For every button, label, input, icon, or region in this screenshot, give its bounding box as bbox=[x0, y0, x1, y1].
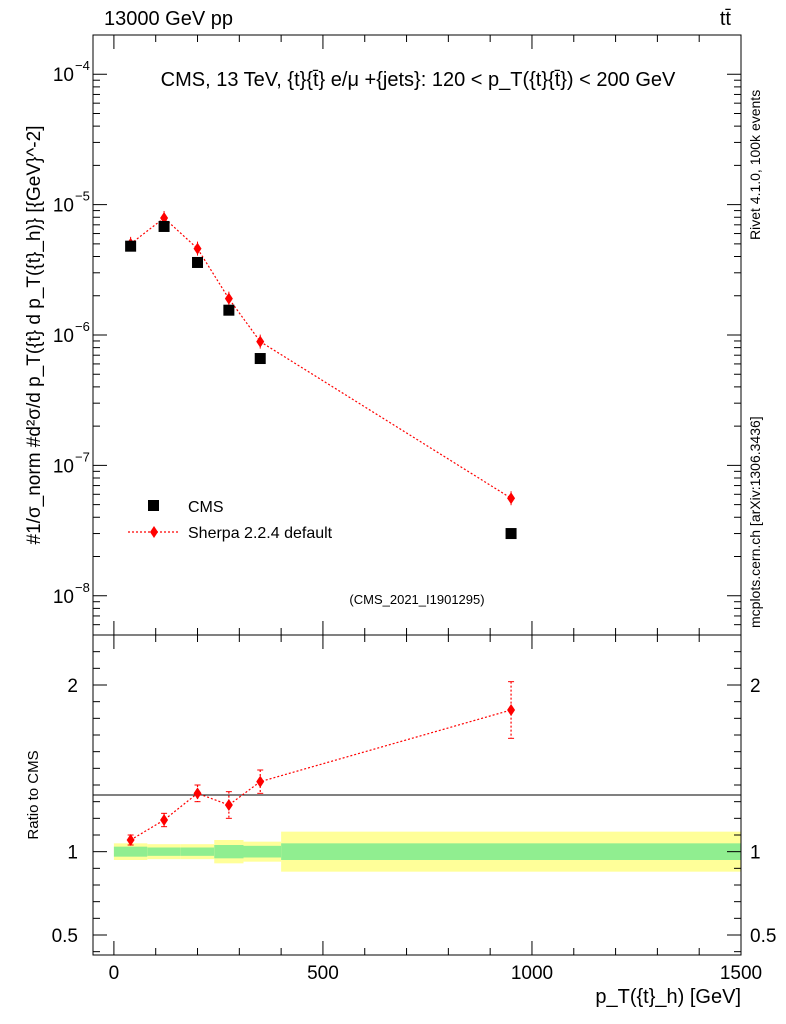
ratio-band-inner bbox=[243, 845, 282, 858]
ratio-tick-label-right: 0.5 bbox=[750, 926, 776, 947]
ratio-band-inner bbox=[180, 847, 215, 856]
main-frame bbox=[92, 34, 742, 636]
x-axis-label: p_T({t}_h) [GeV] bbox=[595, 986, 741, 1008]
x-tick-label: 1000 bbox=[511, 963, 553, 984]
chart-title: CMS, 13 TeV, {t}{t̄} e/μ +{jets}: 120 < … bbox=[161, 69, 676, 91]
ratio-x-ticks: 0 500 1000 1500 bbox=[109, 635, 762, 984]
ratio-series bbox=[126, 681, 516, 846]
cms-point bbox=[254, 353, 266, 365]
y-tick-label-main-exponent: −8 bbox=[75, 580, 90, 595]
ratio-point bbox=[126, 834, 135, 846]
ratio-tick-label-left: 2 bbox=[67, 676, 78, 697]
energy-label: 13000 GeV pp bbox=[104, 8, 233, 30]
cms-point bbox=[125, 240, 137, 252]
cms-point bbox=[158, 220, 170, 232]
legend: CMS Sherpa 2.2.4 default bbox=[128, 499, 333, 542]
sherpa-point bbox=[193, 242, 202, 255]
analysis-id: (CMS_2021_I1901295) bbox=[349, 592, 484, 607]
sherpa-line bbox=[130, 217, 512, 499]
y-tick-label-main: 10 bbox=[53, 65, 74, 86]
ratio-band-inner bbox=[281, 843, 741, 860]
legend-label-cms: CMS bbox=[188, 499, 224, 516]
y-axis-label-ratio: Ratio to CMS bbox=[25, 750, 42, 839]
y-tick-label-main: 10 bbox=[53, 196, 74, 217]
main-y-ticks: 10−810−710−610−510−4 bbox=[53, 34, 741, 636]
ratio-point bbox=[256, 775, 265, 788]
ratio-point bbox=[193, 787, 202, 800]
process-label: tt̄ bbox=[720, 8, 732, 30]
legend-marker-cms bbox=[148, 500, 159, 511]
y-tick-label-main-exponent: −7 bbox=[75, 449, 90, 464]
ratio-band-inner bbox=[147, 847, 181, 856]
x-tick-label: 1500 bbox=[720, 963, 762, 984]
sherpa-point bbox=[507, 492, 516, 505]
main-x-ticks bbox=[113, 35, 742, 635]
mcplots-label: mcplots.cern.ch [arXiv:1306.3436] bbox=[747, 416, 763, 628]
rivet-label: Rivet 4.1.0, 100k events bbox=[747, 90, 763, 240]
x-tick-label: 500 bbox=[307, 963, 339, 984]
sherpa-point bbox=[224, 292, 233, 305]
main-panel: CMS, 13 TeV, {t}{t̄} e/μ +{jets}: 120 < … bbox=[24, 34, 742, 636]
y-tick-label-main: 10 bbox=[53, 326, 74, 347]
main-series bbox=[125, 210, 517, 540]
ratio-band-inner bbox=[113, 846, 148, 857]
cms-point bbox=[505, 528, 517, 540]
ratio-point bbox=[160, 814, 169, 826]
legend-marker-sherpa bbox=[150, 526, 158, 538]
ratio-point bbox=[224, 799, 233, 811]
sherpa-point bbox=[256, 335, 265, 348]
cms-point bbox=[223, 304, 235, 316]
y-tick-label-main-exponent: −6 bbox=[75, 319, 90, 334]
y-tick-label-main: 10 bbox=[53, 587, 74, 608]
cms-point bbox=[192, 256, 204, 268]
ratio-tick-label-left: 1 bbox=[67, 843, 78, 864]
y-tick-label-main: 10 bbox=[53, 456, 74, 477]
y-tick-label-main-exponent: −4 bbox=[75, 58, 90, 73]
ratio-point bbox=[507, 704, 516, 716]
ratio-panel: Ratio to CMS 0.5 0.5 1 1 2 2 0 500 1000 1500 p_T… bbox=[25, 634, 776, 1008]
ratio-band-inner bbox=[214, 845, 244, 859]
x-tick-label: 0 bbox=[109, 963, 120, 984]
legend-label-sherpa: Sherpa 2.2.4 default bbox=[188, 525, 333, 542]
ratio-bands bbox=[113, 831, 741, 872]
y-axis-label-main: #1/σ_norm #d²σ/d p_T({t} d p_T({t}_h)} [… bbox=[24, 126, 45, 545]
ratio-line bbox=[130, 709, 512, 841]
ratio-tick-label-left: 0.5 bbox=[52, 926, 78, 947]
ratio-y-ticks: 0.5 0.5 1 1 2 2 bbox=[52, 651, 776, 953]
ratio-tick-label-right: 2 bbox=[750, 676, 761, 697]
y-tick-label-main-exponent: −5 bbox=[75, 189, 90, 204]
ratio-tick-label-right: 1 bbox=[750, 843, 761, 864]
